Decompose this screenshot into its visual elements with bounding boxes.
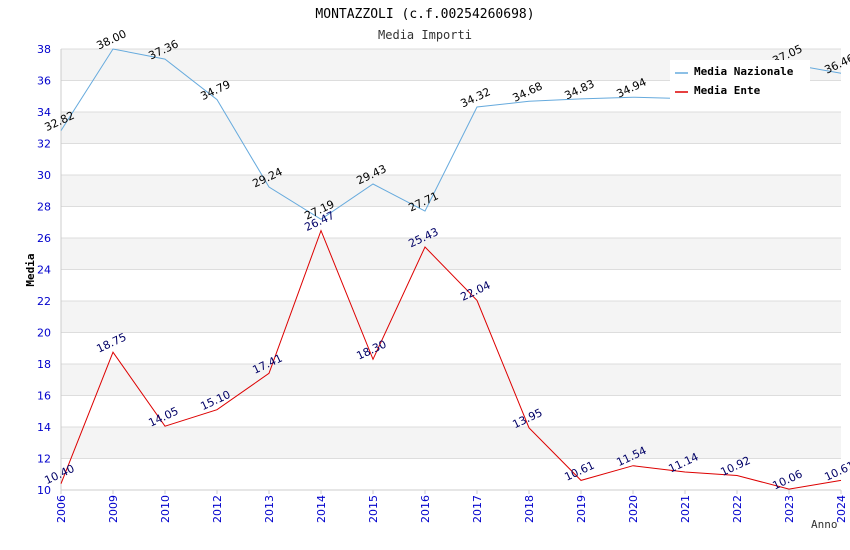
- x-tick-2010: 2010: [159, 495, 172, 523]
- y-tick-38: 38: [37, 43, 51, 56]
- x-tick-2024: 2024: [835, 495, 848, 523]
- y-tick-12: 12: [37, 453, 51, 466]
- y-axis-label: Media: [24, 253, 37, 286]
- gridlines: [60, 48, 842, 494]
- x-tick-2015: 2015: [367, 495, 380, 523]
- y-tick-34: 34: [37, 106, 51, 119]
- plot-band: [61, 301, 841, 333]
- plot-band: [61, 206, 841, 238]
- y-tick-32: 32: [37, 138, 51, 151]
- y-tick-22: 22: [37, 295, 51, 308]
- y-tick-36: 36: [37, 75, 51, 88]
- x-axis-label: Anno: [811, 518, 838, 531]
- x-tick-2017: 2017: [471, 495, 484, 523]
- plot-band: [61, 175, 841, 207]
- plot-band: [61, 364, 841, 396]
- plot-band: [61, 112, 841, 144]
- y-tick-24: 24: [37, 264, 51, 277]
- x-tick-2018: 2018: [523, 495, 536, 523]
- y-tick-labels: 10 12 14 16 18 20 22 24 26 28 30 32 34 36 38: [37, 43, 51, 497]
- x-tick-2012: 2012: [211, 495, 224, 523]
- y-tick-16: 16: [37, 390, 51, 403]
- series-line-media-ente: [60, 229, 842, 490]
- chart-subtitle: Media Importi: [378, 28, 472, 42]
- x-tick-2016: 2016: [419, 495, 432, 523]
- x-tick-2022: 2022: [731, 495, 744, 523]
- y-tick-14: 14: [37, 421, 51, 434]
- x-tick-2021: 2021: [679, 495, 692, 523]
- legend-box: [670, 60, 810, 102]
- legend-label-media-nazionale: Media Nazionale: [694, 65, 794, 78]
- x-tick-2013: 2013: [263, 495, 276, 523]
- plot-band: [61, 427, 841, 459]
- plot-band: [61, 238, 841, 270]
- y-tick-30: 30: [37, 169, 51, 182]
- plot-band: [61, 395, 841, 427]
- plot-background-bands: [61, 49, 841, 490]
- plot-band: [61, 269, 841, 301]
- y-tick-10: 10: [37, 484, 51, 497]
- y-tick-18: 18: [37, 358, 51, 371]
- y-tick-20: 20: [37, 327, 51, 340]
- x-tick-2014: 2014: [315, 495, 328, 523]
- x-tick-labels: 2006 2009 2010 2012 2013 2014 2015 2016 2017 2018…: [55, 495, 848, 523]
- x-tick-2006: 2006: [55, 495, 68, 523]
- y-tick-28: 28: [37, 201, 51, 214]
- chart-title: MONTAZZOLI (c.f.00254260698): [315, 7, 534, 22]
- legend: Media Nazionale Media Ente: [670, 60, 810, 102]
- plot-band: [61, 332, 841, 364]
- x-tick-2009: 2009: [107, 495, 120, 523]
- x-tick-2023: 2023: [783, 495, 796, 523]
- x-tick-2019: 2019: [575, 495, 588, 523]
- legend-label-media-ente: Media Ente: [694, 84, 761, 97]
- y-tick-26: 26: [37, 232, 51, 245]
- x-tick-2020: 2020: [627, 495, 640, 523]
